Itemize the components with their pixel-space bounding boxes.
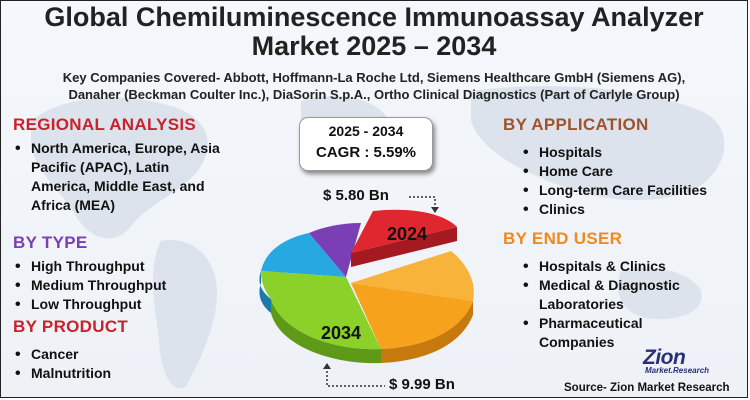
list-item: Pharmaceutical Companies: [521, 314, 711, 352]
pie-slice-orange: [351, 283, 473, 349]
end-user-list: Hospitals & Clinics Medical & Diagnostic…: [521, 257, 711, 352]
market-value-start: $ 5.80 Bn: [323, 187, 389, 204]
list-item: Clinics: [521, 200, 707, 219]
pie-slice-blue: [261, 233, 346, 277]
list-item: Hospitals & Clinics: [521, 257, 711, 276]
zion-logo: Zion Market.Research: [643, 347, 713, 377]
regional-list: North America, Europe, Asia Pacific (APA…: [13, 139, 228, 215]
cagr-box: 2025 - 2034 CAGR : 5.59%: [299, 117, 433, 171]
pie-side-green: [271, 299, 381, 364]
list-item: Home Care: [521, 162, 707, 181]
page-title: Global Chemiluminescence Immunoassay Ana…: [1, 3, 747, 61]
product-list: Cancer Malnutrition: [13, 345, 111, 383]
list-item: Medium Throughput: [13, 276, 166, 295]
pie-label-end-year: 2034: [321, 323, 361, 343]
type-list: High Throughput Medium Throughput Low Th…: [13, 257, 166, 314]
market-pie-graphic: 2024 2034: [259, 209, 474, 364]
by-end-user-heading: BY END USER: [503, 229, 623, 248]
logo-word: Zion: [643, 346, 686, 369]
pie-label-start-year: 2024: [387, 224, 427, 244]
list-item: Long-term Care Facilities: [521, 181, 707, 200]
list-item: Hospitals: [521, 143, 707, 162]
application-list: Hospitals Home Care Long-term Care Facil…: [521, 143, 707, 219]
list-item: Malnutrition: [13, 364, 111, 383]
regional-analysis-heading: REGIONAL ANALYSIS: [13, 115, 197, 134]
logo-subtext: Market.Research: [645, 366, 710, 375]
pie-slice-purple: [309, 223, 361, 277]
source-note: Source- Zion Market Research: [564, 382, 730, 394]
pie-slice-orange-top: [351, 251, 474, 301]
pie-side-red: [351, 227, 457, 267]
market-value-end: $ 9.99 Bn: [389, 376, 455, 393]
title-line-1: Global Chemiluminescence Immunoassay Ana…: [44, 2, 704, 32]
cagr-value: CAGR : 5.59%: [315, 144, 417, 161]
by-product-heading: BY PRODUCT: [13, 317, 129, 336]
pie-side-orange: [381, 301, 473, 363]
list-item: North America, Europe, Asia Pacific (APA…: [13, 139, 228, 215]
key-companies: Key Companies Covered- Abbott, Hoffmann-…: [21, 69, 727, 103]
list-item: Low Throughput: [13, 295, 166, 314]
list-item: Cancer: [13, 345, 111, 364]
list-item: Medical & Diagnostic Laboratories: [521, 276, 711, 314]
pie-slice-green: [261, 271, 381, 350]
by-type-heading: BY TYPE: [13, 233, 88, 252]
by-application-heading: BY APPLICATION: [503, 115, 649, 134]
list-item: High Throughput: [13, 257, 166, 276]
companies-line-2: Danaher (Beckman Coulter Inc.), DiaSorin…: [68, 87, 680, 102]
cagr-years: 2025 - 2034: [328, 123, 404, 139]
companies-line-1: Key Companies Covered- Abbott, Hoffmann-…: [62, 70, 686, 85]
pie-slice-red: [351, 209, 457, 253]
title-line-2: Market 2025 – 2034: [251, 31, 497, 61]
pie-side-blue: [259, 271, 271, 313]
